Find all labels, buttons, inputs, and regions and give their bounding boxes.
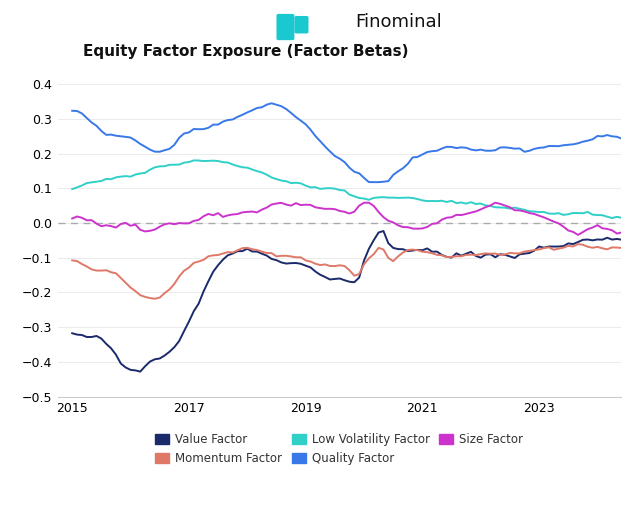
Legend: Value Factor, Momentum Factor, Low Volatility Factor, Quality Factor, Size Facto: Value Factor, Momentum Factor, Low Volat…	[150, 428, 528, 470]
Text: Finominal: Finominal	[355, 13, 442, 31]
Text: Equity Factor Exposure (Factor Betas): Equity Factor Exposure (Factor Betas)	[83, 44, 409, 59]
